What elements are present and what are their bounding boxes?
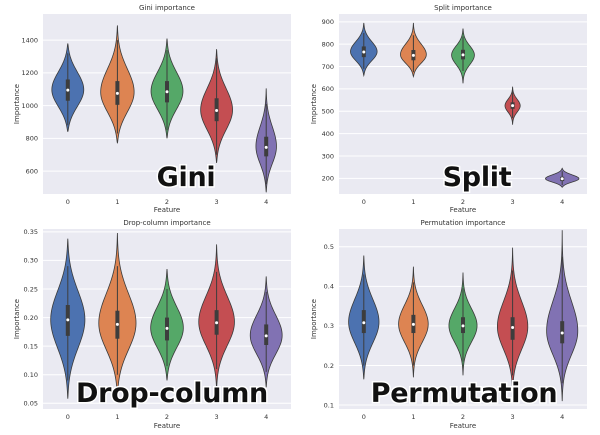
x-tick-label: 1 — [411, 413, 415, 421]
y-tick-label: 0.3 — [324, 322, 334, 330]
y-tick-label: 0.5 — [324, 243, 334, 251]
median-marker — [115, 91, 119, 95]
x-tick-labels: 0 1 2 3 4 — [362, 198, 565, 206]
panel-gini: 600 800 1000 1200 1400 0 1 2 3 4 Gini importance… — [13, 4, 291, 214]
y-tick-label: 0.20 — [24, 314, 38, 322]
x-tick-labels: 0 1 2 3 4 — [66, 198, 269, 206]
x-axis-label: Feature — [450, 206, 476, 214]
median-marker — [511, 104, 515, 108]
x-tick-labels: 0 1 2 3 4 — [66, 413, 269, 421]
y-tick-labels: 200 300 400 500 600 700 800 900 — [322, 18, 334, 183]
y-tick-label: 800 — [322, 40, 334, 48]
x-tick-label: 2 — [165, 413, 169, 421]
y-tick-label: 600 — [26, 167, 38, 175]
overlay-label: Permutation — [371, 378, 558, 409]
violins — [350, 22, 580, 188]
chart-title: Permutation importance — [421, 219, 506, 227]
panel-permutation: 0.1 0.2 0.3 0.4 0.5 0 1 2 3 4 Permutation import… — [310, 219, 587, 430]
x-axis-label: Feature — [154, 422, 180, 430]
x-tick-label: 1 — [115, 198, 119, 206]
median-marker — [461, 53, 465, 57]
chart-title: Drop-column importance — [123, 219, 210, 227]
y-tick-labels: 0.1 0.2 0.3 0.4 0.5 — [324, 243, 334, 409]
y-axis-label: Importance — [13, 299, 21, 339]
x-tick-label: 1 — [115, 413, 119, 421]
median-marker — [362, 321, 366, 325]
median-marker — [264, 334, 268, 338]
y-tick-label: 0.10 — [24, 371, 38, 379]
violins — [50, 232, 283, 399]
y-tick-label: 1200 — [21, 69, 38, 77]
y-tick-label: 900 — [322, 18, 334, 26]
x-tick-label: 3 — [511, 413, 515, 421]
x-tick-label: 0 — [362, 198, 366, 206]
y-tick-label: 700 — [322, 63, 334, 71]
median-marker — [461, 324, 465, 328]
median-marker — [66, 88, 70, 92]
violins — [348, 230, 579, 402]
median-marker — [66, 318, 70, 322]
y-tick-label: 0.1 — [324, 401, 334, 409]
x-tick-label: 2 — [461, 413, 465, 421]
x-tick-label: 3 — [215, 198, 219, 206]
x-tick-label: 3 — [511, 198, 515, 206]
x-axis-label: Feature — [450, 422, 476, 430]
y-tick-label: 200 — [322, 175, 334, 183]
chart-title: Gini importance — [139, 4, 195, 12]
y-tick-label: 400 — [322, 130, 334, 138]
y-tick-label: 0.35 — [24, 228, 38, 236]
overlay-label: Drop-column — [76, 378, 268, 409]
median-marker — [115, 322, 119, 326]
chart-title: Split importance — [434, 4, 492, 12]
y-tick-label: 0.05 — [24, 400, 38, 408]
median-marker — [165, 90, 169, 94]
y-tick-label: 300 — [322, 152, 334, 160]
x-tick-label: 4 — [560, 413, 564, 421]
overlay-label: Split — [443, 162, 512, 193]
x-tick-label: 2 — [165, 198, 169, 206]
y-tick-labels: 600 800 1000 1200 1400 — [21, 36, 38, 175]
x-tick-label: 0 — [362, 413, 366, 421]
median-marker — [165, 326, 169, 330]
y-tick-label: 0.15 — [24, 342, 38, 350]
x-tick-label: 4 — [264, 413, 268, 421]
y-tick-label: 0.25 — [24, 285, 38, 293]
x-tick-labels: 0 1 2 3 4 — [362, 413, 565, 421]
y-tick-label: 1400 — [21, 36, 38, 44]
median-marker — [411, 322, 415, 326]
y-tick-label: 0.4 — [324, 283, 334, 291]
x-tick-label: 4 — [264, 198, 268, 206]
x-tick-label: 4 — [560, 198, 564, 206]
y-tick-label: 0.30 — [24, 257, 38, 265]
median-marker — [560, 177, 564, 181]
median-marker — [362, 50, 366, 54]
panel-drop-column: 0.05 0.10 0.15 0.20 0.25 0.30 0.35 0 1 2 3 4 Drop-… — [13, 219, 291, 430]
x-tick-label: 1 — [411, 198, 415, 206]
y-tick-label: 0.2 — [324, 362, 334, 370]
median-marker — [560, 331, 564, 335]
x-tick-label: 0 — [66, 198, 70, 206]
median-marker — [215, 109, 219, 113]
x-axis-label: Feature — [154, 206, 180, 214]
median-marker — [215, 321, 219, 325]
panel-split: 200 300 400 500 600 700 800 900 0 1 2 3 4 Split imp… — [310, 4, 587, 214]
median-marker — [411, 53, 415, 57]
y-axis-label: Importance — [310, 84, 318, 124]
y-axis-label: Importance — [13, 84, 21, 124]
y-tick-label: 1000 — [21, 102, 38, 110]
median-marker — [511, 326, 515, 330]
x-tick-label: 3 — [215, 413, 219, 421]
y-tick-label: 800 — [26, 135, 38, 143]
violins — [51, 25, 277, 193]
y-tick-label: 600 — [322, 85, 334, 93]
x-tick-label: 0 — [66, 413, 70, 421]
y-axis-label: Importance — [310, 299, 318, 339]
y-tick-label: 500 — [322, 108, 334, 116]
overlay-label: Gini — [157, 162, 216, 193]
median-marker — [264, 145, 268, 149]
x-tick-label: 2 — [461, 198, 465, 206]
y-tick-labels: 0.05 0.10 0.15 0.20 0.25 0.30 0.35 — [24, 228, 38, 407]
